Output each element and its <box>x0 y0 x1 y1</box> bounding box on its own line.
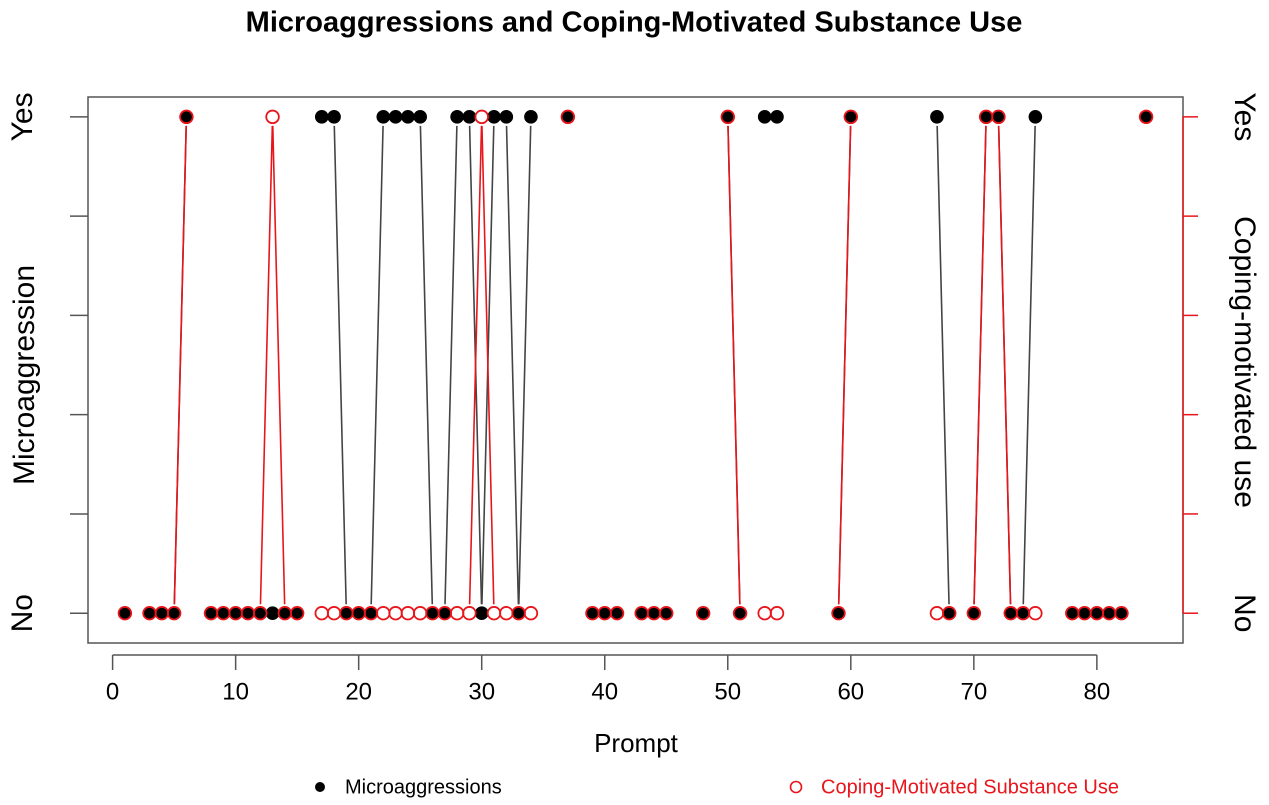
data-point <box>929 606 945 621</box>
y2-tick-label: No <box>1228 594 1261 632</box>
data-point <box>400 606 416 621</box>
data-point <box>757 606 772 621</box>
data-point <box>401 110 415 124</box>
data-point <box>412 606 428 621</box>
plot-frame <box>87 96 1184 644</box>
data-point <box>770 110 784 124</box>
data-point <box>413 110 427 124</box>
data-point <box>326 606 342 621</box>
data-point <box>117 606 133 621</box>
series-line-segment <box>936 125 950 605</box>
x-tick-label: 0 <box>106 678 119 705</box>
data-point <box>720 109 735 125</box>
data-point <box>376 606 391 621</box>
data-point <box>1028 606 1043 621</box>
data-point <box>449 606 465 621</box>
series-line-segment <box>370 125 384 605</box>
data-point <box>166 606 182 621</box>
legend-label: Coping-Motivated Substance Use <box>821 776 1119 798</box>
data-point <box>499 606 514 621</box>
y2-axis-label: Coping-motivated use <box>1228 216 1261 508</box>
data-point <box>523 606 539 621</box>
series-line-segment <box>505 125 520 605</box>
data-point <box>609 606 625 621</box>
series-line-segment <box>997 125 1012 605</box>
x-tick-label: 50 <box>714 678 741 705</box>
legend-label: Microaggressions <box>345 776 502 798</box>
x-tick-label: 10 <box>222 678 249 705</box>
series-line-segment <box>333 125 347 605</box>
data-point <box>314 606 329 621</box>
data-point <box>450 110 464 124</box>
series-line-segment <box>468 125 483 605</box>
data-point <box>1138 109 1154 125</box>
y-tick-label: No <box>6 594 39 632</box>
data-point <box>843 109 859 125</box>
data-point <box>179 109 194 125</box>
legend-marker <box>789 780 803 794</box>
data-point <box>757 110 772 124</box>
data-point <box>695 606 711 621</box>
data-point <box>1028 110 1043 124</box>
x-tick-label: 30 <box>468 678 495 705</box>
data-point <box>991 109 1006 125</box>
data-point <box>831 606 846 621</box>
legend-marker <box>315 782 325 792</box>
y-tick-label: Yes <box>6 92 39 141</box>
data-point <box>487 110 501 124</box>
x-axis-label: Prompt <box>594 728 679 758</box>
x-tick-label: 40 <box>591 678 618 705</box>
data-point <box>314 110 329 124</box>
data-point <box>474 606 489 621</box>
data-point <box>966 606 982 621</box>
series-line-segment <box>259 125 274 605</box>
data-point <box>524 110 538 124</box>
series-line-segment <box>727 125 741 605</box>
series-line-segment <box>173 125 188 605</box>
data-point <box>942 606 957 621</box>
series-line-segment <box>1022 125 1036 605</box>
x-tick-label: 20 <box>345 678 372 705</box>
data-point <box>462 110 477 124</box>
series-line-segment <box>481 125 495 605</box>
data-point <box>376 110 391 124</box>
data-point <box>659 606 674 621</box>
y2-tick-label: Yes <box>1228 92 1261 141</box>
data-point <box>388 606 403 621</box>
x-tick-label: 60 <box>837 678 864 705</box>
data-point <box>388 110 403 124</box>
series-line-segment <box>444 125 458 605</box>
data-point <box>1114 606 1129 621</box>
data-point <box>253 606 268 621</box>
data-point <box>265 109 280 125</box>
series-line-segment <box>419 125 434 605</box>
data-point <box>732 606 748 621</box>
y-axis-label: Microaggression <box>8 265 41 485</box>
data-point <box>930 110 944 124</box>
data-point <box>769 606 785 621</box>
series-line-segment <box>973 125 987 605</box>
x-tick-label: 80 <box>1084 678 1111 705</box>
data-point <box>327 110 341 124</box>
series-line-segment <box>518 125 532 605</box>
series-line-segment <box>837 125 852 605</box>
data-point <box>289 606 305 621</box>
data-point <box>486 606 502 621</box>
data-point <box>560 109 576 125</box>
x-tick-label: 70 <box>960 678 987 705</box>
chart-title: Microaggressions and Coping-Motivated Su… <box>246 7 1023 39</box>
data-point <box>265 606 280 621</box>
data-point <box>499 110 514 124</box>
series-line-segment <box>271 125 286 605</box>
data-point <box>462 606 477 621</box>
data-point <box>474 109 489 125</box>
